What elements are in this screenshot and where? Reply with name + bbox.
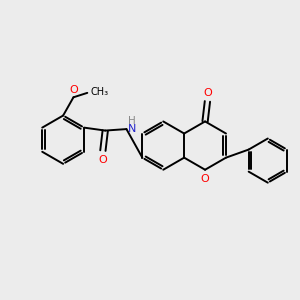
Text: CH₃: CH₃	[90, 87, 108, 97]
Text: N: N	[128, 124, 136, 134]
Text: O: O	[70, 85, 78, 95]
Text: O: O	[201, 174, 209, 184]
Text: O: O	[203, 88, 212, 98]
Text: O: O	[98, 155, 107, 165]
Text: H: H	[128, 116, 135, 126]
